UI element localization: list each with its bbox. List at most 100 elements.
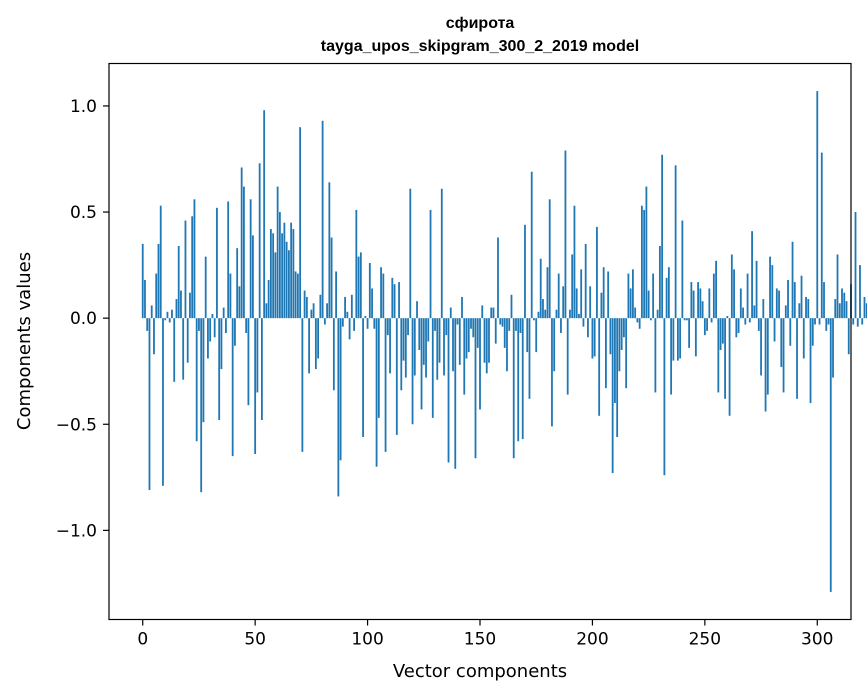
bar-55	[265, 303, 268, 319]
bar-23	[193, 199, 196, 319]
bar-198	[587, 318, 589, 338]
bar-82	[326, 303, 328, 319]
bar-231	[661, 154, 664, 319]
bar-223	[643, 209, 646, 319]
bar-97	[359, 252, 362, 319]
bar-260	[726, 316, 729, 319]
bar-280	[771, 265, 774, 319]
bar-71	[301, 318, 304, 452]
bar-170	[524, 224, 526, 319]
bar-86	[335, 271, 337, 319]
bar-121	[413, 318, 416, 376]
bar-0	[141, 243, 144, 319]
bar-51	[256, 318, 259, 393]
bar-52	[258, 163, 261, 319]
bar-41	[234, 318, 236, 346]
bar-208	[609, 318, 612, 355]
bar-77	[314, 318, 317, 370]
bar-305	[827, 318, 830, 325]
bar-22	[191, 216, 194, 319]
bar-185	[557, 273, 560, 319]
bar-290	[793, 282, 796, 319]
bar-13	[171, 309, 173, 319]
bar-216	[627, 273, 630, 319]
bar-47	[247, 318, 250, 406]
bar-14	[173, 318, 176, 382]
bar-129	[431, 318, 434, 418]
bar-214	[623, 318, 625, 338]
bar-53	[261, 318, 263, 421]
bar-160	[501, 318, 504, 327]
bar-110	[389, 318, 391, 374]
bar-171	[526, 318, 529, 353]
bar-127	[427, 318, 430, 342]
bar-123	[418, 318, 421, 350]
bar-191	[571, 254, 574, 319]
bar-268	[744, 318, 747, 325]
bar-222	[640, 205, 643, 319]
bar-44	[240, 167, 243, 319]
bar-57	[269, 229, 272, 319]
x-tick-label: 0	[137, 630, 148, 650]
bar-111	[391, 277, 394, 319]
bar-143	[463, 318, 466, 395]
bar-299	[814, 318, 816, 325]
bar-166	[515, 318, 517, 331]
bar-237	[674, 165, 677, 319]
bar-192	[573, 205, 576, 319]
bar-219	[634, 307, 637, 319]
bar-265	[737, 318, 740, 334]
bar-249	[701, 301, 704, 319]
x-tick-label: 50	[244, 630, 266, 650]
bar-154	[488, 318, 490, 363]
bar-11	[166, 311, 169, 319]
bar-210	[614, 318, 616, 404]
bar-183	[553, 318, 556, 372]
bar-66	[290, 222, 293, 319]
bar-278	[766, 318, 769, 395]
bars-group	[141, 91, 867, 592]
bar-261	[728, 318, 731, 416]
bar-156	[492, 307, 495, 319]
bar-157	[494, 318, 497, 344]
bar-56	[267, 279, 270, 319]
bar-161	[503, 318, 506, 348]
bar-107	[382, 273, 385, 319]
bar-279	[769, 256, 771, 319]
bar-220	[636, 318, 639, 323]
bar-89	[341, 318, 344, 327]
bar-221	[638, 318, 641, 329]
bar-58	[272, 233, 275, 319]
bar-212	[618, 318, 621, 372]
bar-105	[377, 318, 380, 418]
bar-175	[535, 318, 538, 353]
bar-248	[699, 288, 702, 319]
bar-138	[452, 318, 454, 372]
bar-144	[465, 318, 468, 359]
bar-254	[712, 273, 715, 319]
bar-91	[346, 311, 349, 319]
bar-25	[198, 318, 200, 331]
bar-186	[560, 318, 562, 334]
bar-242	[685, 318, 688, 321]
bar-102	[371, 288, 373, 319]
bar-96	[357, 256, 360, 319]
bar-26	[200, 318, 203, 493]
bar-116	[402, 318, 405, 361]
bar-115	[400, 318, 403, 391]
bar-9	[162, 318, 164, 486]
bar-108	[384, 318, 387, 452]
bar-29	[207, 318, 209, 359]
bar-292	[798, 303, 801, 319]
bar-297	[809, 318, 812, 404]
bar-72	[303, 290, 306, 319]
bar-211	[616, 318, 619, 437]
bar-24	[195, 318, 198, 442]
bar-255	[715, 260, 717, 319]
bar-78	[317, 318, 320, 359]
bar-137	[449, 307, 452, 319]
bar-298	[811, 318, 814, 346]
bar-94	[353, 318, 355, 331]
bar-37	[225, 318, 227, 334]
bar-178	[542, 299, 544, 319]
